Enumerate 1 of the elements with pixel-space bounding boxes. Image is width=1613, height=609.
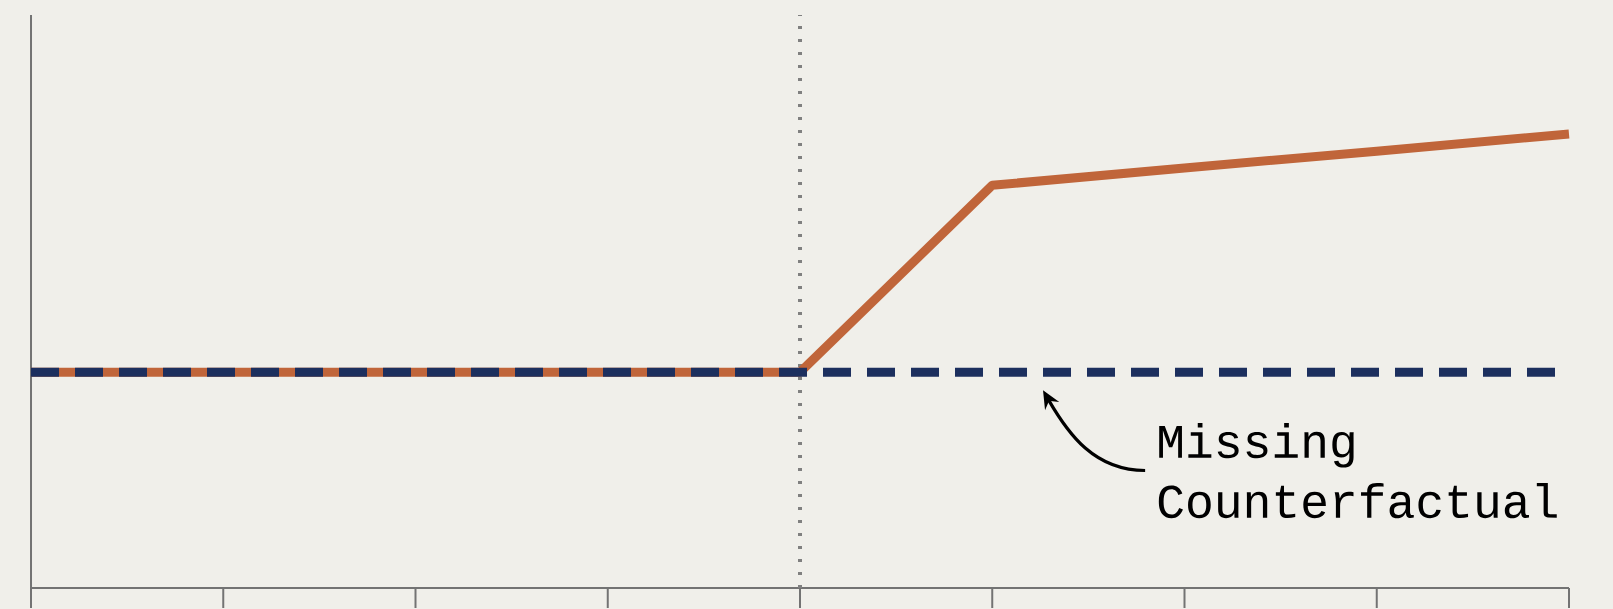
annotation: Missing Counterfactual — [1158, 422, 1557, 519]
